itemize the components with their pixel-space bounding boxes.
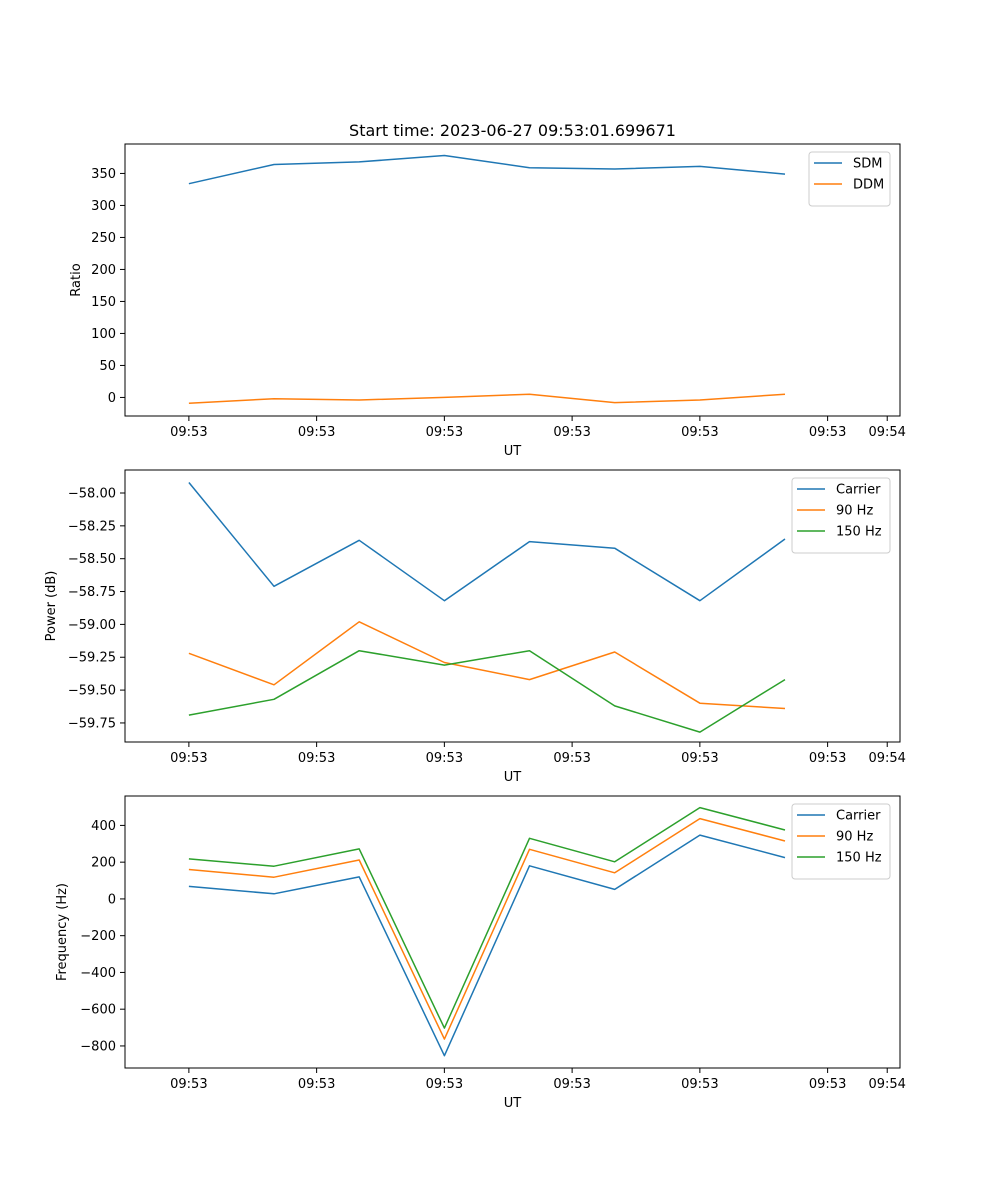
x-tick-label: 09:53 [681, 1077, 718, 1092]
y-axis-label: Ratio [69, 263, 84, 296]
series-line-90-hz [188, 817, 786, 1040]
y-tick-label: 150 [91, 295, 116, 310]
x-tick-label: 09:53 [298, 425, 335, 440]
axes-frame [124, 795, 901, 1069]
series-line-ddm [188, 393, 786, 404]
y-tick-label: 200 [91, 263, 116, 278]
y-axis-label: Frequency (Hz) [55, 883, 70, 981]
y-tick-label: −59.75 [68, 716, 116, 731]
subplot-1: 09:53 09:53 09:53 09:53 09:53 09:53 09:54 0 50 10… [69, 143, 906, 459]
y-tick-label: 300 [91, 199, 116, 214]
legend-box [791, 803, 891, 880]
x-tick-label: 09:54 [868, 425, 905, 440]
legend: Carrier 90 Hz 150 Hz [791, 803, 891, 880]
y-tick-label: −400 [80, 966, 116, 981]
legend: SDM DDM [808, 151, 891, 207]
x-tick-label: 09:54 [868, 1077, 905, 1092]
x-tick-label: 09:53 [426, 751, 463, 766]
legend-box [808, 151, 891, 207]
axes-frame [124, 469, 901, 743]
y-tick-label: 0 [108, 892, 116, 907]
series-line-150-hz [188, 649, 786, 733]
series-line-carrier [188, 834, 786, 1057]
legend-label: 150 Hz [836, 851, 882, 866]
x-tick-label: 09:53 [681, 425, 718, 440]
series-line-150-hz [188, 806, 786, 1029]
legend-label: 90 Hz [836, 504, 873, 519]
x-tick-label: 09:53 [170, 751, 207, 766]
series-line-90-hz [188, 621, 786, 710]
y-tick-label: −59.50 [68, 684, 116, 699]
x-tick-label: 09:54 [868, 751, 905, 766]
x-tick-label: 09:53 [170, 425, 207, 440]
y-tick-label: −800 [80, 1039, 116, 1054]
legend-label: Carrier [836, 483, 881, 498]
y-tick-label: 200 [91, 856, 116, 871]
y-tick-label: −600 [80, 1003, 116, 1018]
y-tick-label: 100 [91, 327, 116, 342]
x-tick-label: 09:53 [298, 751, 335, 766]
y-tick-label: −58.50 [68, 552, 116, 567]
x-axis-label: UT [504, 770, 522, 785]
legend-label: DDM [853, 178, 884, 193]
x-tick-label: 09:53 [809, 1077, 846, 1092]
y-tick-label: 250 [91, 231, 116, 246]
x-tick-label: 09:53 [170, 1077, 207, 1092]
y-tick-label: −59.00 [68, 618, 116, 633]
x-tick-label: 09:53 [809, 751, 846, 766]
x-tick-label: 09:53 [809, 425, 846, 440]
legend-label: 90 Hz [836, 830, 873, 845]
subplot-2: 09:53 09:53 09:53 09:53 09:53 09:53 09:54 −59.7… [44, 469, 906, 785]
y-tick-label: 0 [108, 391, 116, 406]
legend: Carrier 90 Hz 150 Hz [791, 477, 891, 554]
legend-label: 150 Hz [836, 525, 882, 540]
x-tick-label: 09:53 [298, 1077, 335, 1092]
x-tick-label: 09:53 [426, 1077, 463, 1092]
x-tick-label: 09:53 [426, 425, 463, 440]
legend-label: SDM [853, 157, 882, 172]
x-tick-label: 09:53 [553, 1077, 590, 1092]
subplot-3: 09:53 09:53 09:53 09:53 09:53 09:53 09:54 −800 −… [55, 795, 906, 1111]
x-tick-label: 09:53 [681, 751, 718, 766]
series-line-sdm [188, 154, 786, 185]
legend-box [791, 477, 891, 554]
y-tick-label: 400 [91, 819, 116, 834]
legend-label: Carrier [836, 809, 881, 824]
y-axis-label: Power (dB) [44, 571, 59, 642]
x-tick-label: 09:53 [553, 425, 590, 440]
x-axis-label: UT [504, 444, 522, 459]
series-line-carrier [188, 482, 786, 602]
y-tick-label: 350 [91, 167, 116, 182]
y-tick-label: −59.25 [68, 651, 116, 666]
axes-frame [124, 143, 901, 417]
y-tick-label: −58.25 [68, 519, 116, 534]
figure-title: Start time: 2023-06-27 09:53:01.699671 [349, 121, 676, 140]
y-tick-label: −58.75 [68, 585, 116, 600]
y-tick-label: −200 [80, 929, 116, 944]
x-tick-label: 09:53 [553, 751, 590, 766]
subplots: 09:53 09:53 09:53 09:53 09:53 09:53 09:54 0 50 10… [44, 143, 906, 1111]
x-axis-label: UT [504, 1096, 522, 1111]
y-tick-label: −58.00 [68, 486, 116, 501]
y-tick-label: 50 [99, 359, 116, 374]
